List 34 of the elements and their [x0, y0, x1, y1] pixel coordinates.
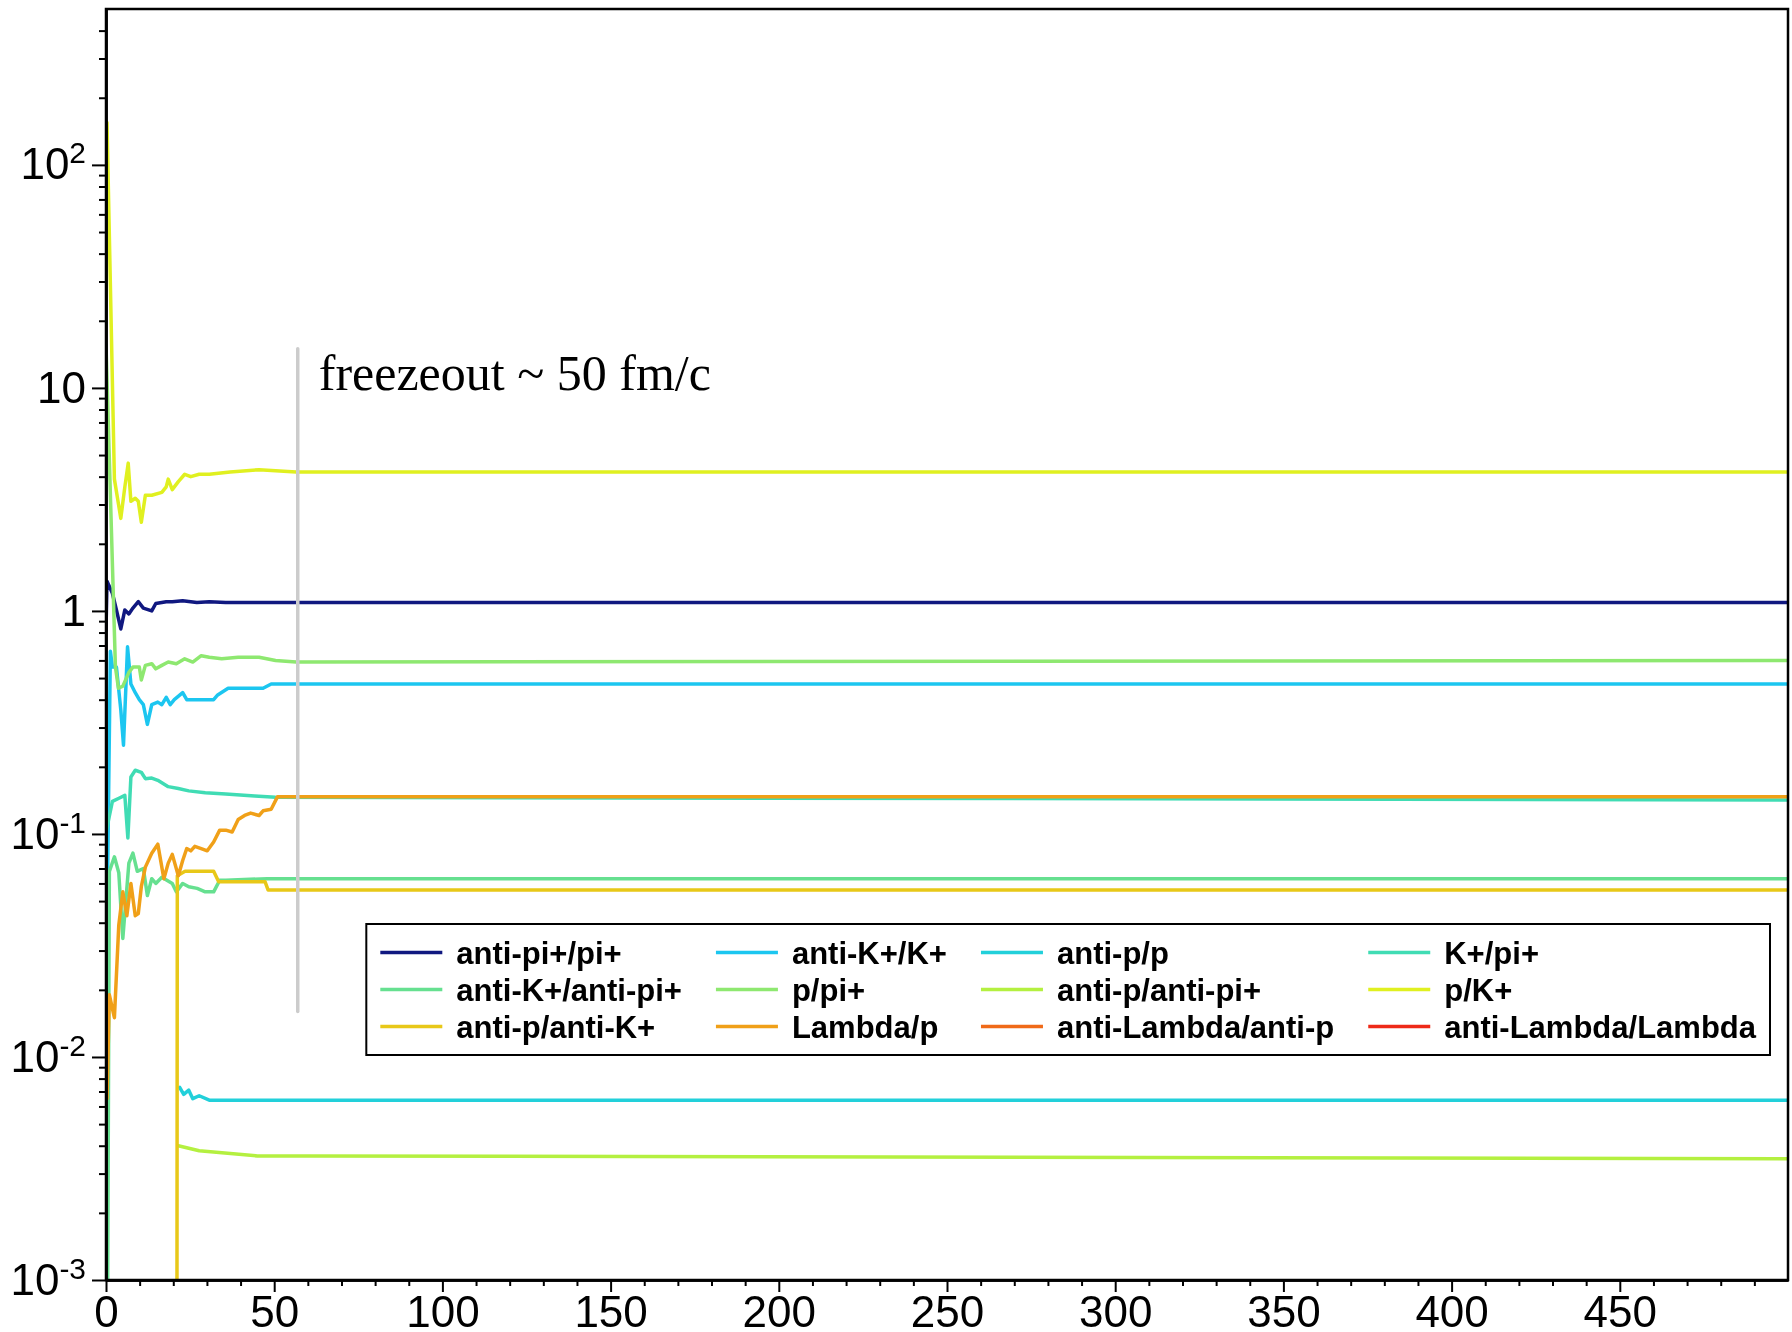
x-tick-label: 250 — [910, 1287, 985, 1332]
x-tick-label: 150 — [574, 1287, 648, 1332]
legend-label: anti-p/anti-K+ — [456, 1009, 656, 1045]
legend-label: anti-Lambda/Lambda — [1444, 1009, 1757, 1045]
legend-label: anti-K+/anti-pi+ — [456, 972, 682, 1008]
x-tick-label: 200 — [742, 1287, 817, 1332]
legend-label: p/pi+ — [791, 972, 866, 1008]
x-tick-label: 450 — [1583, 1287, 1658, 1332]
y-tick-label: 10$^{2}$ — [20, 135, 86, 189]
legend-label: K+/pi+ — [1444, 935, 1540, 971]
line-series — [177, 1085, 1788, 1102]
line-series — [106, 579, 1788, 632]
y-tick-label: 10 — [37, 362, 86, 412]
y-tick-label: 10$^{-1}$ — [10, 805, 86, 858]
x-tick-label: 350 — [1247, 1287, 1321, 1332]
x-tick-label: 300 — [1078, 1287, 1153, 1332]
line-series — [106, 120, 1788, 524]
y-tick-label: 10$^{-3}$ — [10, 1251, 86, 1304]
legend-label: anti-K+/K+ — [791, 935, 947, 971]
legend-label: Lambda/p — [791, 1009, 939, 1045]
legend-label: p/K+ — [1444, 972, 1513, 1008]
legend-label: anti-pi+/pi+ — [456, 935, 622, 971]
y-tick-label: 1 — [61, 585, 86, 635]
legend-label: anti-Lambda/anti-p — [1056, 1009, 1335, 1045]
legend-label: anti-p/p — [1056, 935, 1169, 971]
y-tick-label: 10$^{-2}$ — [10, 1028, 86, 1081]
legend-label: anti-p/anti-pi+ — [1056, 972, 1262, 1008]
x-tick-label: 0 — [94, 1287, 119, 1332]
x-tick-label: 100 — [406, 1287, 480, 1332]
line-series — [176, 1143, 1788, 1161]
x-tick-label: 400 — [1415, 1287, 1489, 1332]
line-series — [106, 794, 1788, 1101]
x-tick-label: 50 — [250, 1287, 300, 1332]
annotation: freezeout ~ 50 fm/c — [318, 344, 711, 401]
